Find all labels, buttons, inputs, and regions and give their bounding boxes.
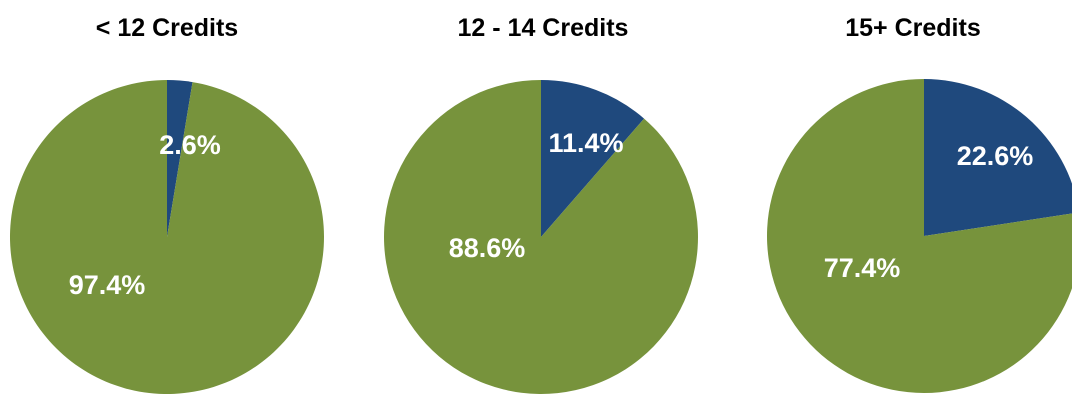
chart-title: < 12 Credits [95, 14, 239, 42]
slice-label-minority: 11.4% [548, 128, 623, 158]
pie-svg: 2.6% 97.4% [9, 80, 324, 394]
slice-label-minority: 22.6% [957, 141, 1034, 171]
pie-slice-minority [541, 80, 645, 237]
pie-slice-minority [924, 79, 1072, 236]
pie-slice-majority [767, 79, 1072, 393]
pie-chart-15-plus-credits: 15+ Credits 22.6% 77.4% [754, 0, 1072, 394]
pie-slice-majority [9, 80, 324, 394]
pie-svg: 22.6% 77.4% [767, 79, 1072, 393]
pie-slice-majority [383, 80, 698, 394]
pie-chart-12-14-credits: 12 - 14 Credits 11.4% 88.6% [376, 0, 710, 394]
slice-label-minority: 2.6% [159, 130, 221, 160]
slice-label-majority: 77.4% [824, 253, 901, 283]
pie-svg: 11.4% 88.6% [383, 80, 698, 394]
slice-label-majority: 97.4% [69, 270, 146, 300]
chart-title: 12 - 14 Credits [457, 14, 629, 42]
slice-label-majority: 88.6% [449, 233, 526, 263]
pie-slice-minority [167, 80, 193, 237]
pie-chart-under-12-credits: < 12 Credits 2.6% 97.4% [0, 0, 334, 394]
chart-title: 15+ Credits [845, 14, 981, 42]
